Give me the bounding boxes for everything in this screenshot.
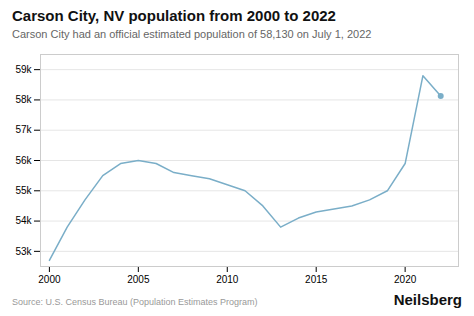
svg-text:55k: 55k bbox=[15, 185, 32, 196]
html-text:Source: U.S. Census Bureau (Po: Source: U.S. Census Bureau (Population E… bbox=[12, 297, 258, 307]
html-text:Neilsberg: Neilsberg bbox=[393, 291, 462, 308]
svg-text:2015: 2015 bbox=[305, 274, 328, 285]
svg-text:2010: 2010 bbox=[216, 274, 239, 285]
svg-text:54k: 54k bbox=[15, 215, 32, 226]
svg-text:57k: 57k bbox=[15, 124, 32, 135]
svg-text:56k: 56k bbox=[15, 155, 32, 166]
svg-text:59k: 59k bbox=[15, 64, 32, 75]
svg-text:2000: 2000 bbox=[38, 274, 61, 285]
svg-text:2020: 2020 bbox=[394, 274, 417, 285]
svg-text:2005: 2005 bbox=[127, 274, 150, 285]
svg-text:53k: 53k bbox=[15, 246, 32, 257]
html-text:Carson City, NV population fro: Carson City, NV population from 2000 to … bbox=[12, 7, 336, 24]
html-text:Carson City had an official es: Carson City had an official estimated po… bbox=[12, 28, 372, 40]
svg-text:58k: 58k bbox=[15, 94, 32, 105]
